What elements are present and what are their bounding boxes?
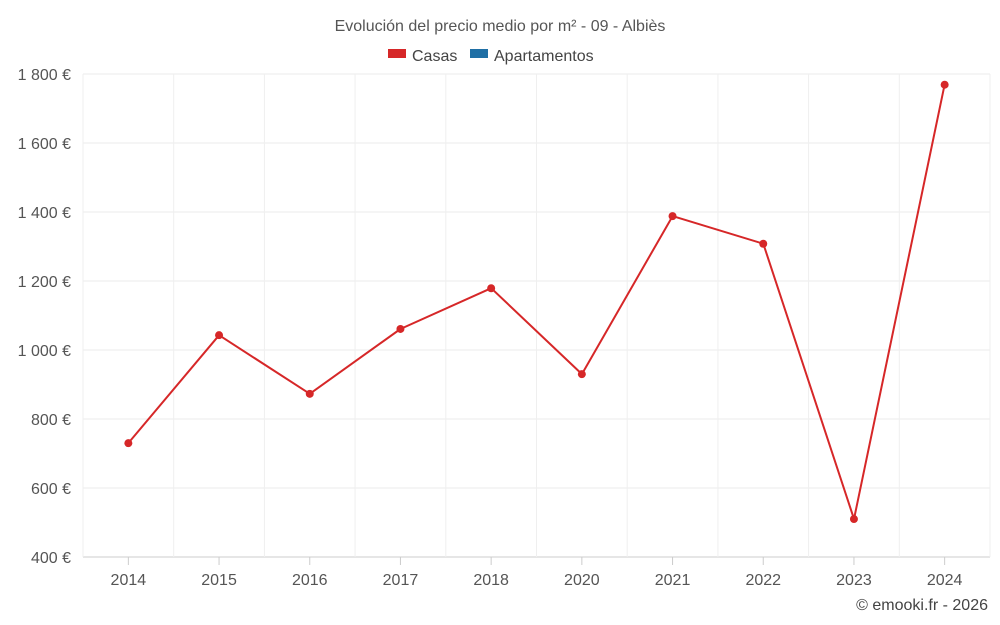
y-tick-label: 1 200 €: [18, 274, 71, 291]
x-tick-label: 2016: [292, 572, 328, 589]
legend-swatch-apartamentos[interactable]: [470, 49, 488, 58]
y-tick-label: 400 €: [31, 550, 71, 567]
legend-label-apartamentos[interactable]: Apartamentos: [494, 48, 594, 65]
data-point[interactable]: [940, 80, 949, 89]
legend: Casas Apartamentos: [388, 48, 594, 65]
data-point[interactable]: [849, 515, 858, 524]
data-point[interactable]: [305, 389, 314, 398]
x-tick-label: 2021: [655, 572, 691, 589]
legend-swatch-casas[interactable]: [388, 49, 406, 58]
series-line-casas: [127, 84, 946, 520]
data-point[interactable]: [396, 324, 405, 333]
x-tick-label: 2015: [201, 572, 237, 589]
y-tick-label: 1 800 €: [18, 67, 71, 84]
chart-title: Evolución del precio medio por m² - 09 -…: [335, 18, 666, 35]
x-tick-label: 2023: [836, 572, 872, 589]
x-tick-label: 2014: [111, 572, 147, 589]
x-tick-label: 2017: [383, 572, 419, 589]
y-tick-label: 600 €: [31, 481, 71, 498]
x-tick-label: 2020: [564, 572, 600, 589]
data-point[interactable]: [215, 331, 224, 340]
y-tick-label: 1 000 €: [18, 343, 71, 360]
data-point[interactable]: [577, 370, 586, 379]
credit-text: © emooki.fr - 2026: [856, 597, 988, 614]
y-tick-label: 1 400 €: [18, 205, 71, 222]
data-point[interactable]: [668, 212, 677, 221]
data-point[interactable]: [487, 284, 496, 293]
x-tick-label: 2022: [745, 572, 781, 589]
grid: [82, 73, 991, 558]
x-tick-label: 2024: [927, 572, 963, 589]
series-casas: [124, 80, 949, 524]
legend-label-casas[interactable]: Casas: [412, 48, 457, 65]
data-point[interactable]: [759, 239, 768, 248]
x-axis: 2014 2015 2016 2017 2018 2020 2021 2022 2023 2024: [111, 557, 963, 589]
y-tick-label: 800 €: [31, 412, 71, 429]
data-point[interactable]: [124, 439, 133, 448]
y-axis: 400 € 600 € 800 € 1 000 € 1 200 € 1 400 € 1 60…: [18, 67, 71, 567]
y-tick-label: 1 600 €: [18, 136, 71, 153]
x-tick-label: 2018: [473, 572, 509, 589]
